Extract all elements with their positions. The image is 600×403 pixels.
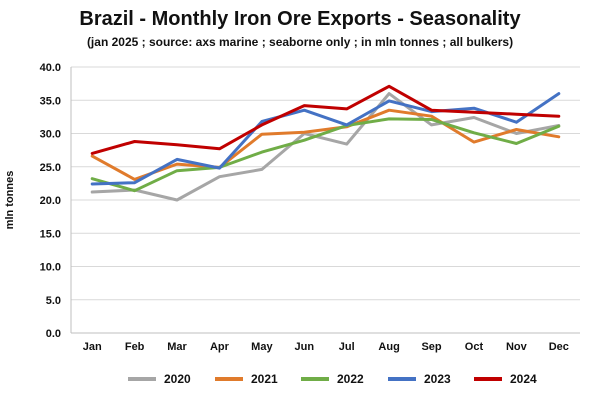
y-tick-label: 20.0 bbox=[40, 195, 61, 207]
series-line-2024 bbox=[90, 84, 561, 155]
x-tick-label: Apr bbox=[210, 341, 230, 353]
series-line-2023 bbox=[90, 92, 561, 186]
x-tick-label: Mar bbox=[167, 341, 187, 353]
y-tick-label: 0.0 bbox=[46, 328, 61, 340]
legend-label-2023: 2023 bbox=[424, 372, 451, 386]
x-tick-label: Oct bbox=[465, 341, 484, 353]
x-tick-label: Jun bbox=[295, 341, 315, 353]
y-tick-label: 40.0 bbox=[40, 62, 61, 74]
y-tick-label: 25.0 bbox=[40, 162, 61, 174]
x-tick-label: Dec bbox=[549, 341, 569, 353]
series-line-2020 bbox=[90, 92, 561, 202]
legend-label-2021: 2021 bbox=[251, 372, 278, 386]
x-tick-label: May bbox=[251, 341, 273, 353]
series-line-2021 bbox=[90, 108, 561, 181]
y-tick-label: 35.0 bbox=[40, 95, 61, 107]
chart-subtitle: (jan 2025 ; source: axs marine ; seaborn… bbox=[86, 35, 514, 49]
x-tick-label: Feb bbox=[125, 341, 145, 353]
x-tick-label: Jul bbox=[339, 341, 355, 353]
legend-label-2022: 2022 bbox=[337, 372, 364, 386]
y-tick-label: 10.0 bbox=[40, 262, 61, 274]
series-line-2022 bbox=[90, 117, 561, 193]
x-tick-label: Jan bbox=[83, 341, 102, 353]
y-tick-label: 30.0 bbox=[40, 129, 61, 141]
y-axis-label: mln tonnes bbox=[4, 171, 16, 230]
chart-title: Brazil - Monthly Iron Ore Exports - Seas… bbox=[79, 8, 521, 30]
x-tick-label: Nov bbox=[506, 341, 528, 353]
y-tick-label: 5.0 bbox=[46, 295, 61, 307]
legend-label-2020: 2020 bbox=[164, 372, 191, 386]
x-tick-label: Aug bbox=[378, 341, 399, 353]
legend-label-2024: 2024 bbox=[510, 372, 537, 386]
x-tick-label: Sep bbox=[421, 341, 441, 353]
y-tick-label: 15.0 bbox=[40, 228, 61, 240]
